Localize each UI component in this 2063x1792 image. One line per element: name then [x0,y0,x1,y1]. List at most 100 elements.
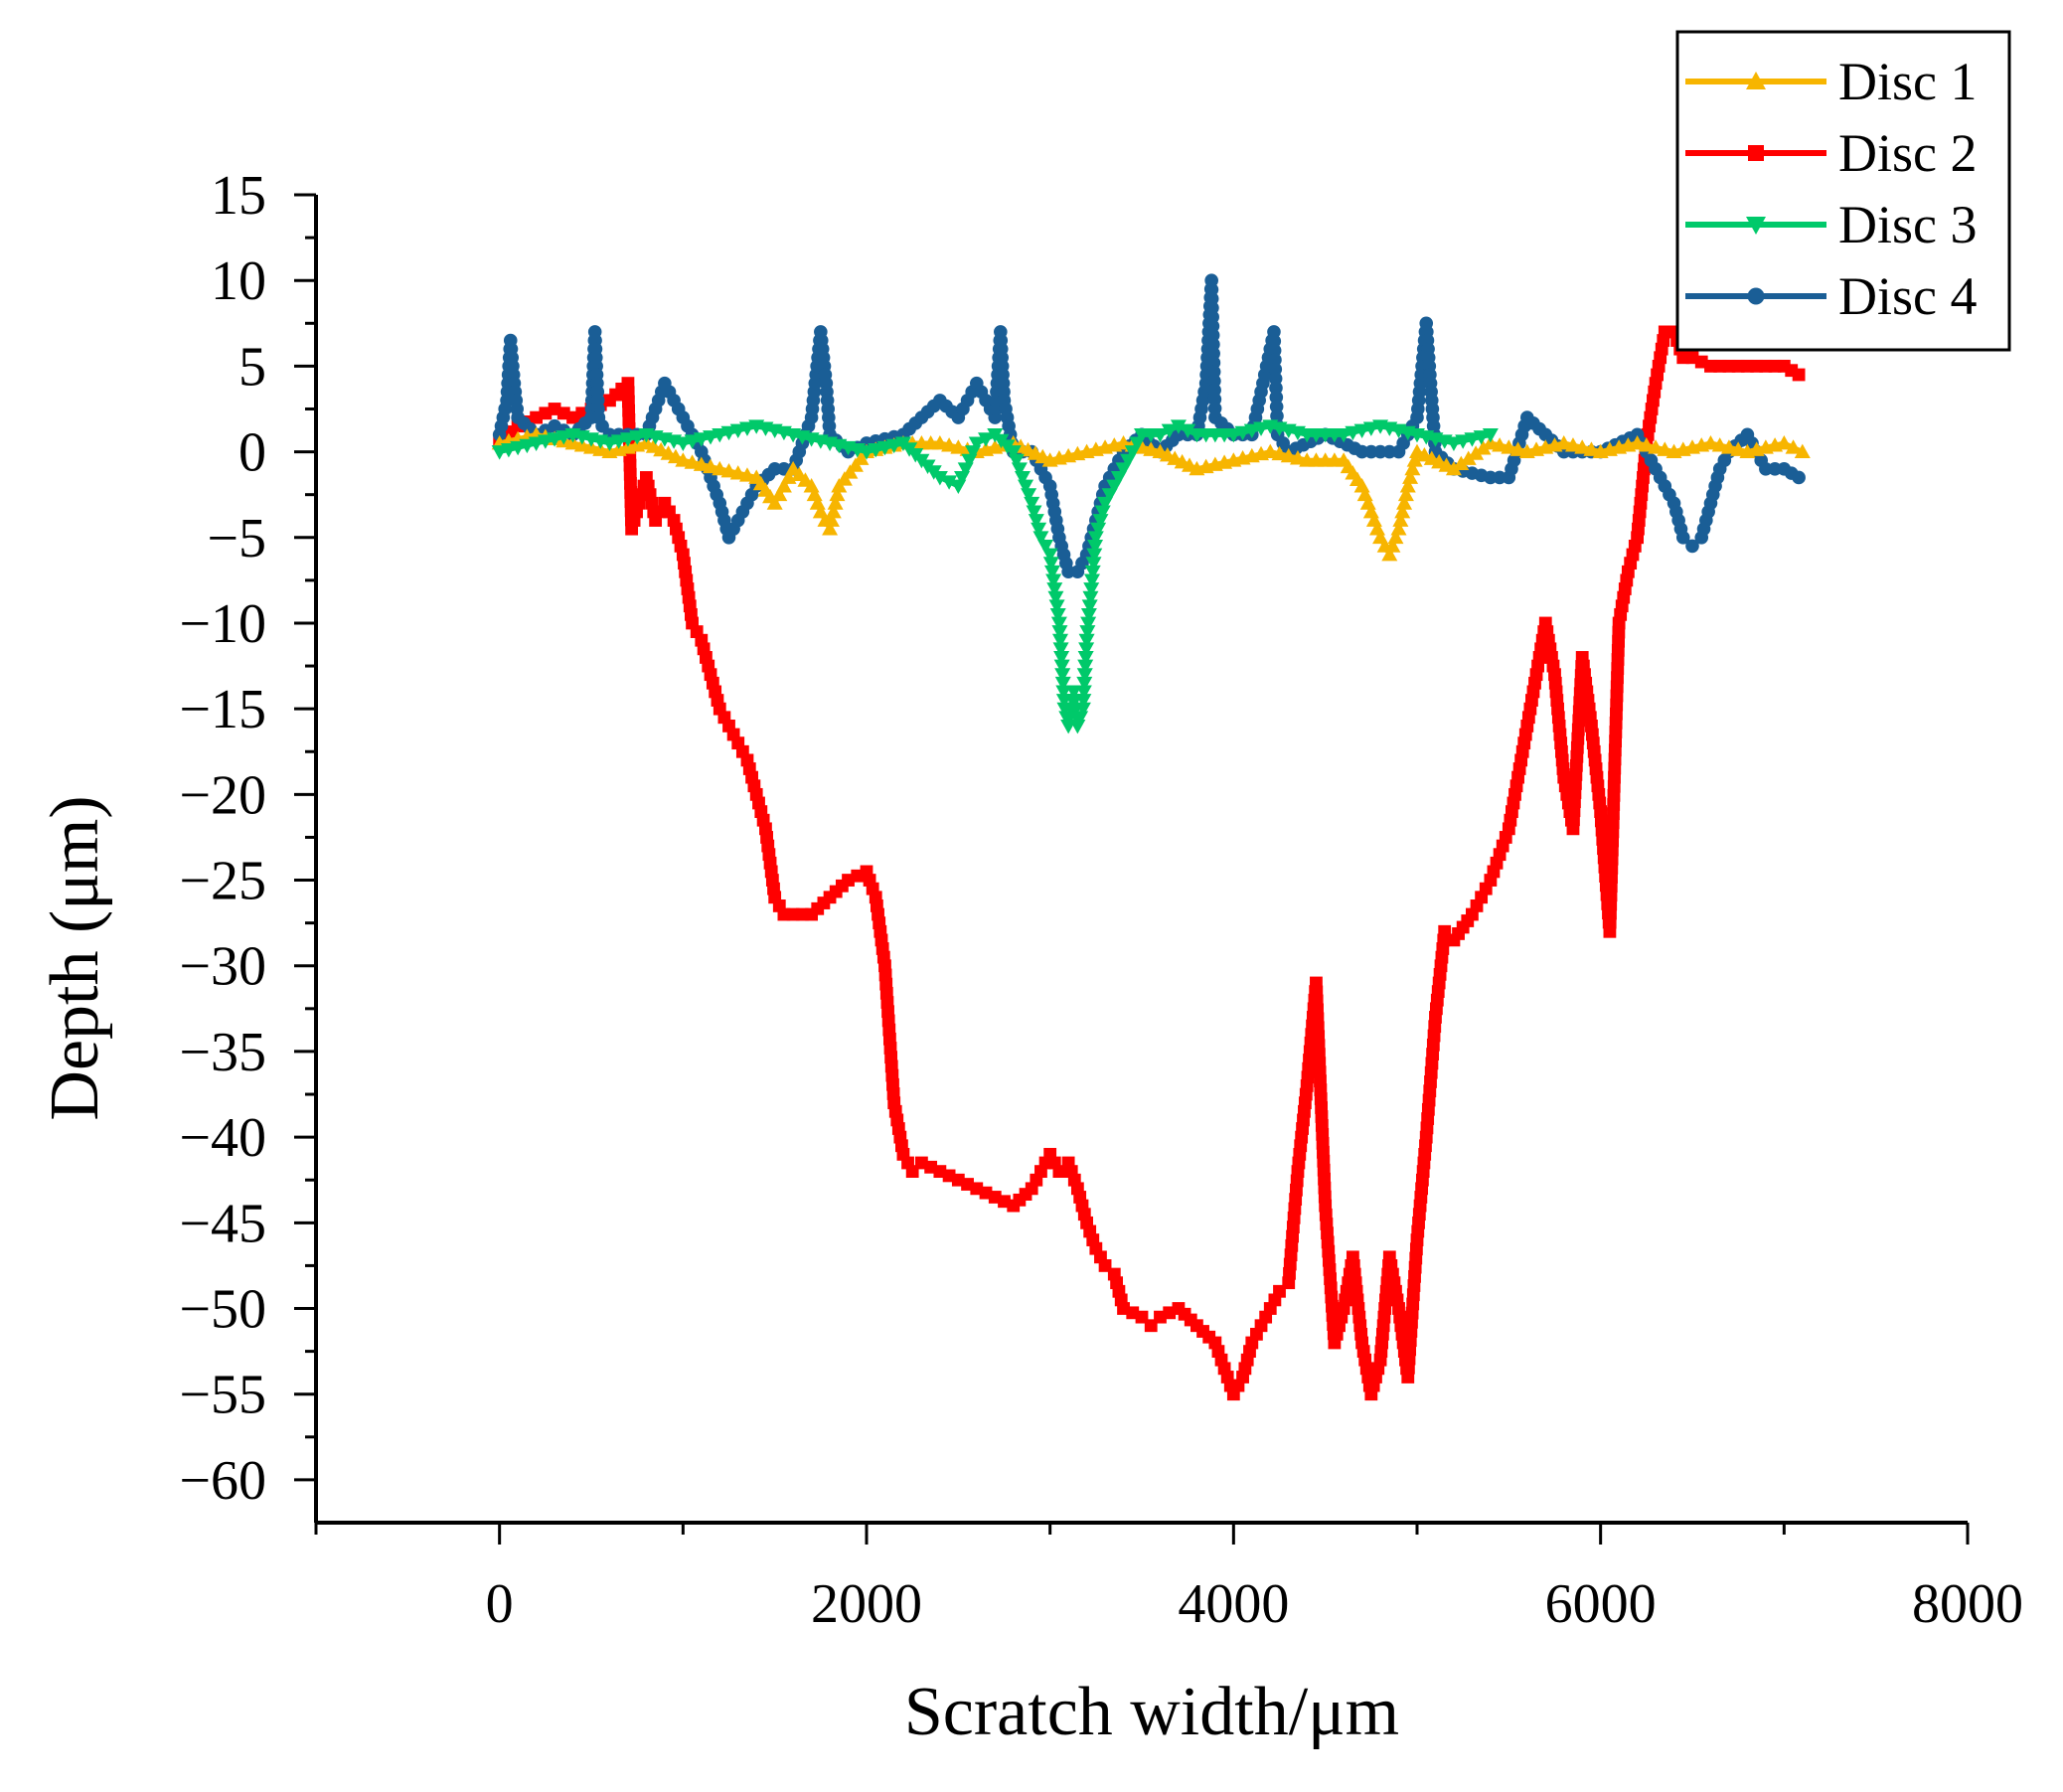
data-point [693,456,710,471]
data-point [1180,423,1196,439]
data-point [1021,488,1037,503]
series-disc-2 [493,325,1806,1401]
y-tick-label: −60 [179,1450,266,1512]
data-point [1482,427,1499,443]
data-point [1043,565,1060,580]
data-point [941,475,958,490]
data-point [1702,434,1719,450]
data-point [1794,443,1811,458]
y-tick-label: 10 [211,250,266,312]
data-point [941,437,958,452]
data-point [1638,437,1655,452]
data-point [1280,447,1297,463]
data-point [771,486,788,502]
data-point [1051,625,1068,640]
data-point [825,503,842,519]
data-point [1399,478,1416,493]
legend-item: Disc 2 [1685,123,1977,183]
data-point [1475,440,1492,455]
data-point [1042,557,1059,571]
y-tick-label: 0 [238,422,266,484]
series-layer [491,273,1811,1401]
data-point [1746,217,1766,235]
data-point [1362,421,1379,436]
y-tick-label: −55 [179,1365,266,1426]
y-tick-label: −5 [207,508,266,570]
data-point [675,452,692,467]
data-point [693,432,710,447]
data-point [868,443,884,458]
data-point [1086,548,1103,564]
data-point [491,445,508,460]
legend-label: Disc 2 [1838,123,1977,183]
data-point [684,434,701,449]
data-point [720,425,737,441]
data-point [1084,565,1101,580]
data-point [766,495,783,510]
data-point [1008,453,1025,469]
data-point [1085,557,1102,571]
legend-label: Disc 1 [1838,52,1977,111]
y-tick-label: −30 [179,936,266,998]
data-point [1080,607,1097,623]
x-tick-label: 6000 [1545,1573,1657,1635]
data-point [822,521,839,536]
data-point [827,495,844,510]
data-point [931,434,948,450]
y-tick-label: −45 [179,1193,266,1254]
legend: Disc 1 Disc 2 Disc 3 Disc 4 [1675,30,2011,352]
data-point [1262,443,1279,458]
data-point [1026,505,1042,520]
legend-item: Disc 4 [1685,266,1977,326]
x-tick-label: 4000 [1178,1573,1289,1635]
data-point [703,458,719,474]
data-point [1748,145,1764,161]
data-point [601,436,618,451]
data-point [1152,427,1169,443]
data-point [1473,430,1490,445]
data-point [1792,368,1806,382]
data-point [720,462,737,478]
x-tick-label: 2000 [811,1573,922,1635]
x-tick-label: 8000 [1912,1573,2023,1635]
data-point [1345,425,1361,441]
y-axis-title: Depth (μm) [37,795,113,1120]
data-point [1387,529,1404,545]
data-point [519,438,536,454]
data-point [555,430,572,445]
data-point [1075,694,1092,709]
data-point [1396,495,1413,510]
data-point [528,436,545,451]
data-point [1052,633,1069,649]
data-point [859,445,874,460]
data-point [629,430,646,445]
data-point [1460,450,1477,465]
y-tick-label: −20 [179,764,266,826]
data-point [1054,676,1071,692]
data-point [1048,599,1065,614]
data-point [968,436,985,451]
data-point [1072,711,1089,726]
data-point [1082,590,1099,606]
data-point [1394,503,1411,519]
data-point [1037,539,1054,555]
data-point [829,486,846,502]
data-point [1492,437,1508,452]
data-point [1353,423,1370,439]
data-point [1445,460,1462,476]
data-point [1406,452,1423,467]
y-tick-label: −50 [179,1279,266,1341]
data-point [1011,462,1028,477]
data-point [775,478,792,493]
data-point [1090,522,1107,538]
data-point [1076,668,1093,683]
data-point [547,432,563,447]
data-point [1685,539,1699,554]
legend-item: Disc 3 [1685,195,1977,254]
data-point [1031,522,1047,538]
data-point [1075,685,1092,700]
data-point [1555,434,1572,450]
data-point [1468,445,1485,460]
data-point [1078,633,1095,649]
data-point [1390,521,1407,536]
